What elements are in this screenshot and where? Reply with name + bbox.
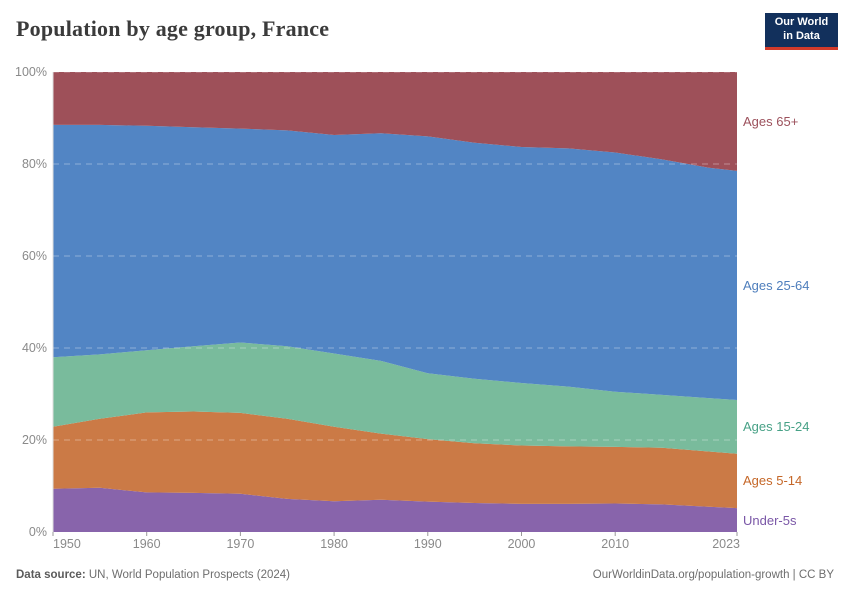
owid-logo-line1: Our World — [774, 16, 829, 29]
y-tick-label-60: 60% — [21, 249, 47, 263]
y-tick-label-40: 40% — [21, 341, 47, 355]
area-ages-5-14[interactable] — [53, 411, 737, 509]
y-tick-label-100: 100% — [15, 65, 47, 79]
series-label-ages-65-[interactable]: Ages 65+ — [743, 113, 799, 129]
y-tick-label-20: 20% — [21, 433, 47, 447]
x-tick-label-2000: 2000 — [507, 537, 536, 551]
area-ages-15-24[interactable] — [53, 342, 737, 454]
area-ages-25-64[interactable] — [53, 124, 737, 401]
y-tick-label-0: 0% — [28, 525, 47, 539]
x-tick-label-1950: 1950 — [53, 537, 81, 551]
chart-title: Population by age group, France — [16, 16, 330, 41]
series-label-ages-15-24[interactable]: Ages 15-24 — [743, 419, 810, 435]
x-tick-label-1970: 1970 — [226, 537, 255, 551]
data-source-label: Data source: — [16, 569, 86, 581]
owid-url-license[interactable]: OurWorldinData.org/population-growth | C… — [592, 569, 834, 581]
y-tick-label-80: 80% — [21, 157, 47, 171]
area-under-5s[interactable] — [53, 487, 737, 532]
data-source-text: UN, World Population Prospects (2024) — [85, 569, 290, 581]
owid-logo-line2: in Data — [783, 30, 820, 42]
x-tick-label-2010: 2010 — [601, 537, 630, 551]
x-tick-label-1980: 1980 — [320, 537, 348, 551]
chart-footer: Data source: UN, World Population Prospe… — [16, 569, 834, 581]
area-ages-65-[interactable] — [53, 72, 737, 171]
series-label-ages-5-14[interactable]: Ages 5-14 — [743, 473, 803, 489]
x-tick-label-2023: 2023 — [712, 537, 740, 551]
series-label-under-5s[interactable]: Under-5s — [743, 512, 797, 528]
series-label-ages-25-64[interactable]: Ages 25-64 — [743, 277, 810, 293]
data-source-note: Data source: UN, World Population Prospe… — [16, 569, 290, 581]
x-tick-label-1990: 1990 — [413, 537, 442, 551]
x-tick-label-1960: 1960 — [132, 537, 161, 551]
owid-logo[interactable]: Our World in Data — [765, 13, 838, 50]
